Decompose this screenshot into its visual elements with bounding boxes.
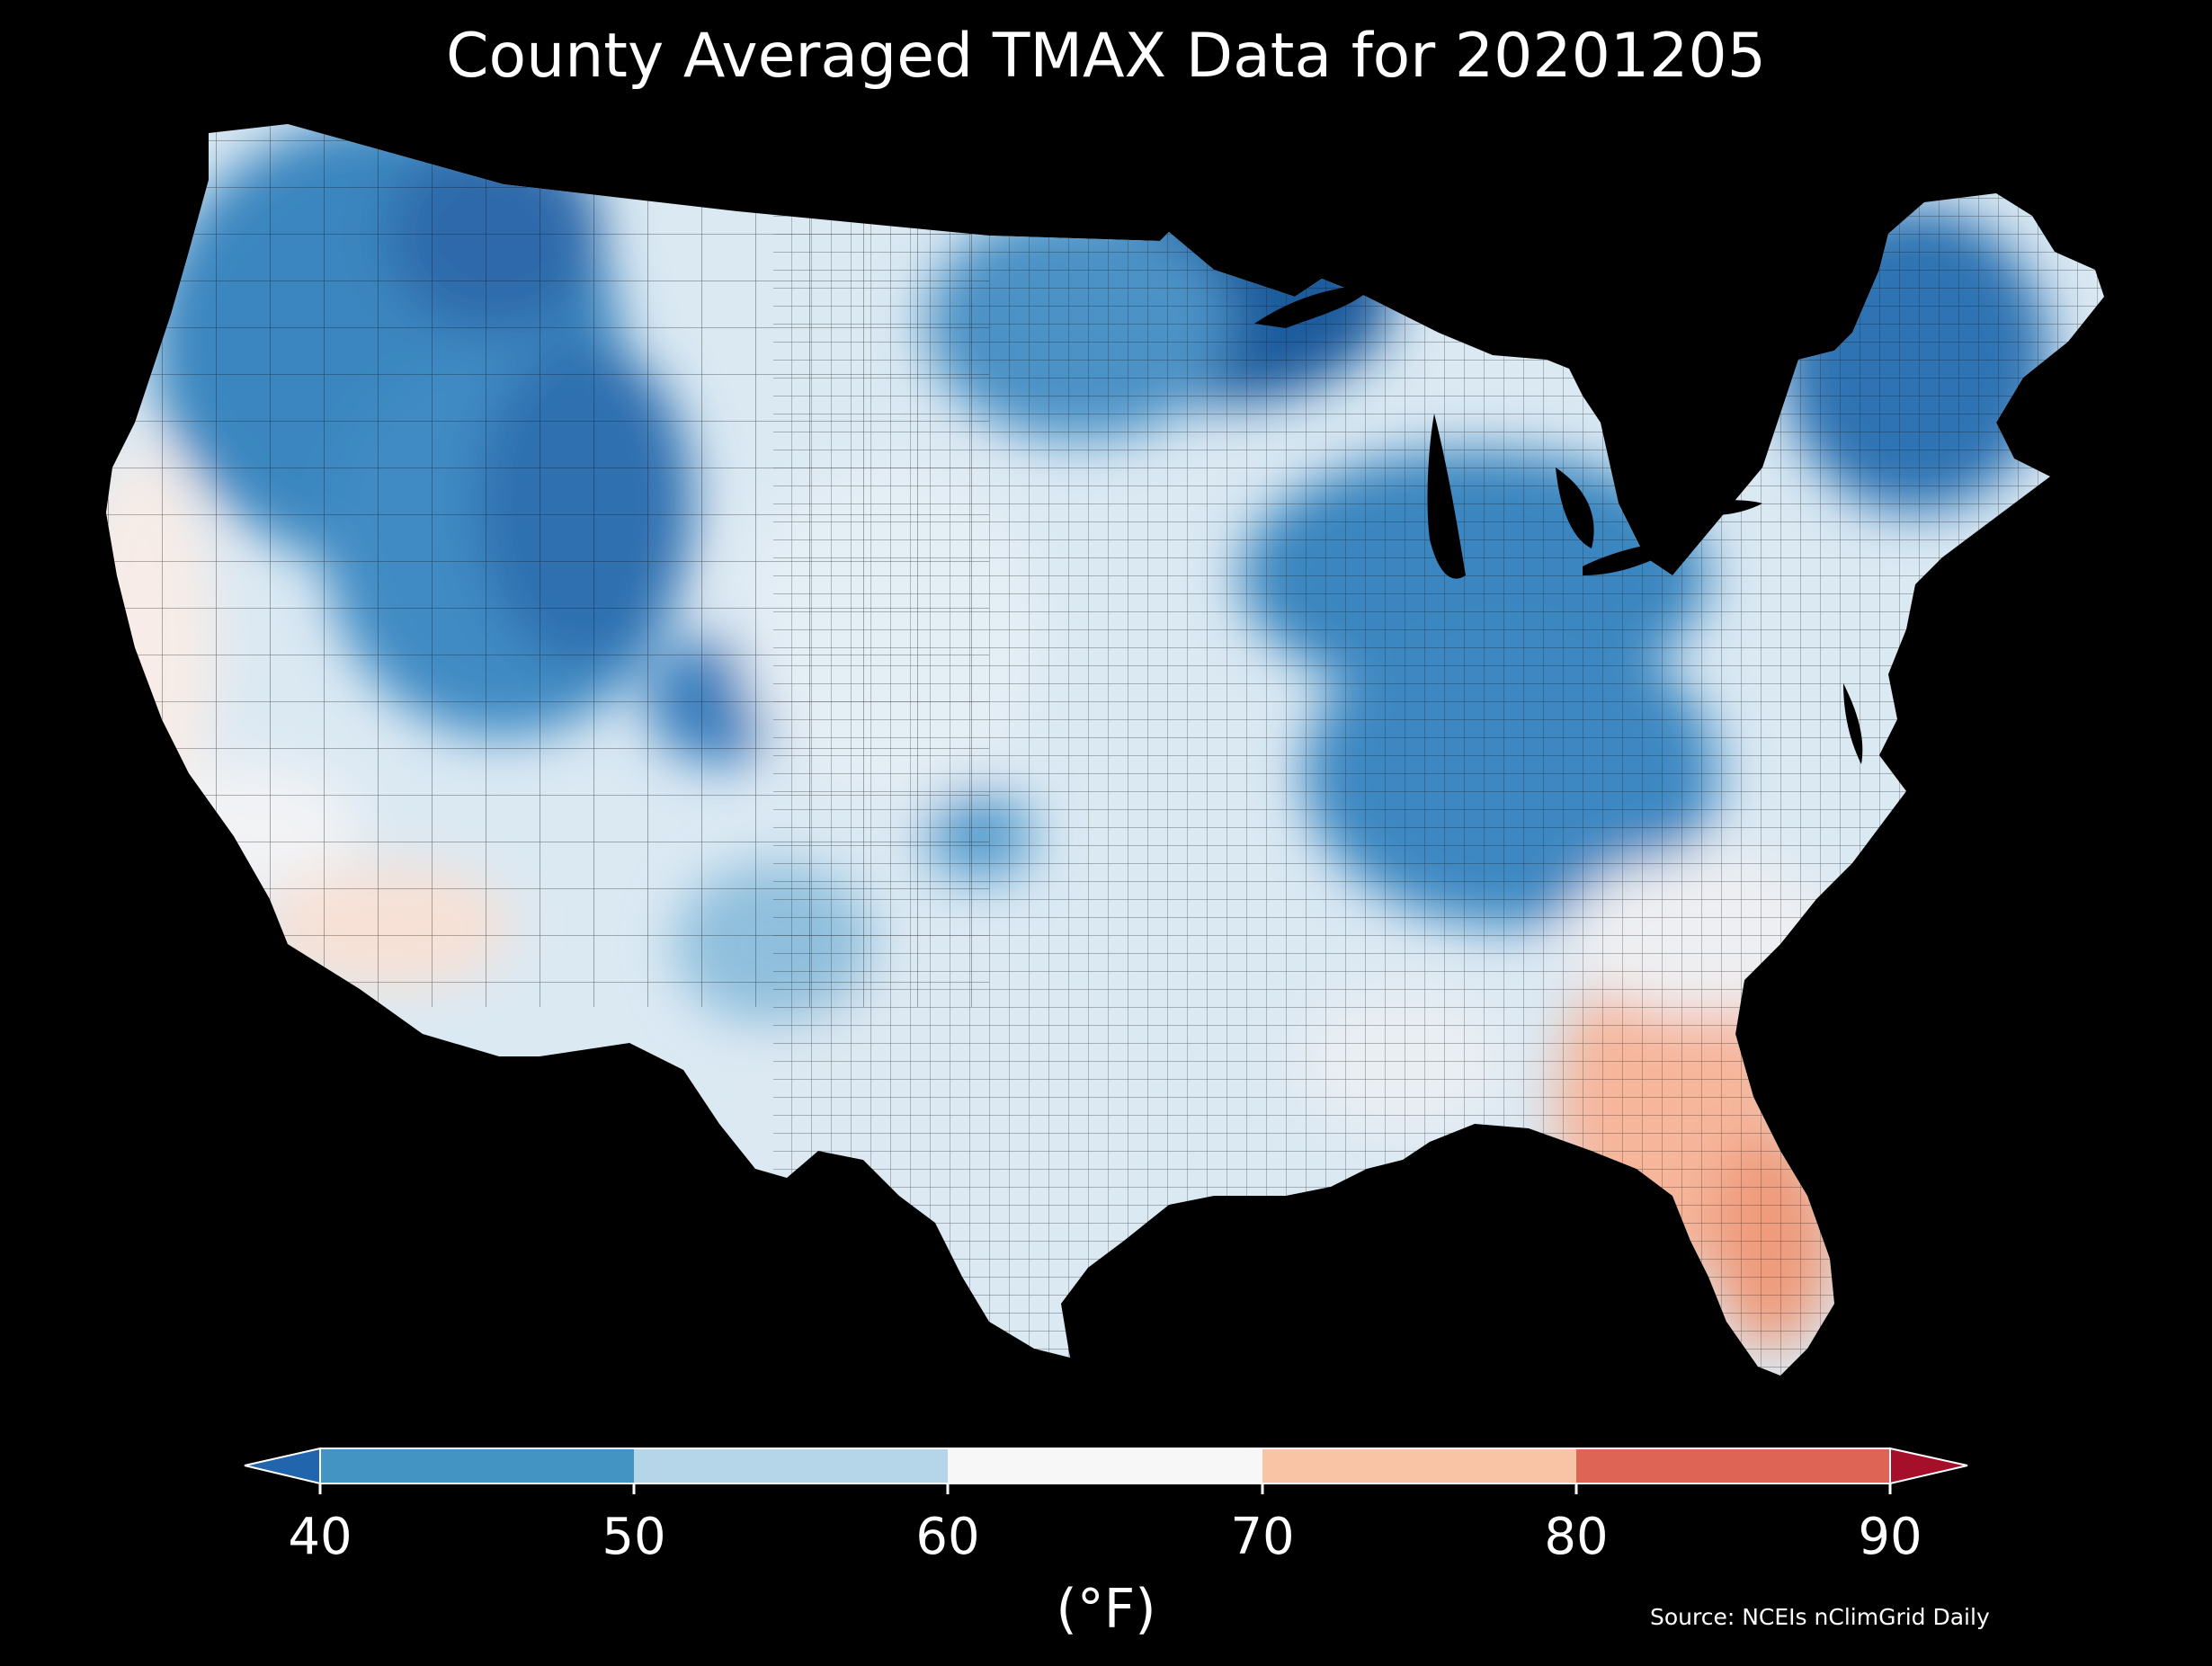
county-map [106,124,2104,1376]
colorbar-extend-max [1889,1447,1968,1485]
lake-ontario [1690,500,1762,515]
lake-huron [1556,468,1594,548]
colorbar-outline [319,1448,1891,1484]
lake-michigan [1427,414,1466,579]
lake-erie [1583,542,1681,575]
chesapeake-bay [1843,683,1863,764]
colorbar [244,1447,1968,1494]
colorbar-bin-60-70 [948,1448,1262,1483]
colorbar-tick-label: 70 [1230,1508,1295,1566]
great-lakes [1254,283,1863,764]
colorbar-bin-80-90 [1576,1448,1890,1483]
colorbar-units-label: (°F) [1056,1578,1156,1641]
colorbar-tick-label: 90 [1858,1508,1922,1566]
colorbar-tick-label: 50 [602,1508,666,1566]
colorbar-tick-label: 60 [915,1508,980,1566]
colorbar-bin-70-80 [1262,1448,1576,1483]
map-title: County Averaged TMAX Data for 20201205 [446,21,1766,92]
colorbar-bin-50-60 [634,1448,948,1483]
colorbar-tick-label: 80 [1544,1508,1609,1566]
colorbar-extend-min [244,1447,321,1485]
lake-superior [1254,283,1376,328]
colorbar-tick-label: 40 [288,1508,352,1566]
source-credit: Source: NCEIs nClimGrid Daily [1650,1604,1990,1630]
colorbar-ticks [318,1483,1892,1494]
colorbar-bin-40-50 [320,1448,634,1483]
county-boundaries-east [773,124,2104,1376]
